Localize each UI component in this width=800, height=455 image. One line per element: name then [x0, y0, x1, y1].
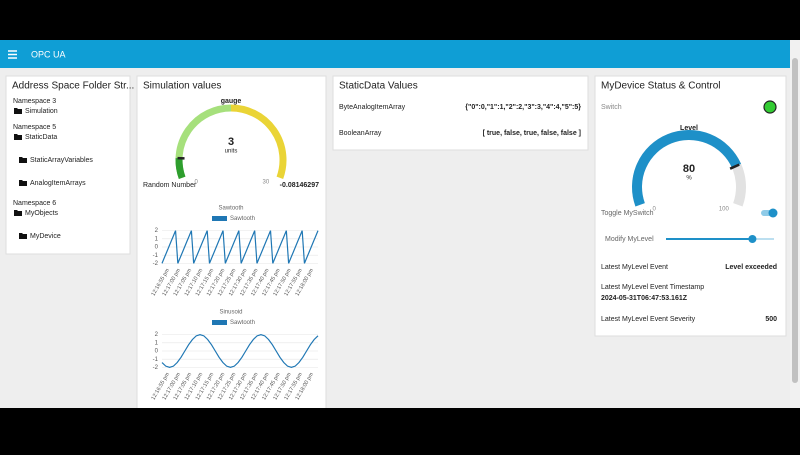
event-value: 500 [765, 316, 777, 323]
legend-swatch [212, 216, 227, 221]
slider-knob[interactable] [748, 235, 756, 243]
namespace-label: Namespace 6 [13, 200, 56, 207]
gauge-value-label: 3 [228, 136, 234, 148]
gauge-label: gauge [221, 98, 242, 105]
y-tick-label: -2 [153, 261, 159, 267]
row-label: ByteAnalogItemArray [339, 104, 406, 111]
namespace-label: Namespace 3 [13, 98, 56, 105]
row-label: BooleanArray [339, 130, 382, 137]
legend-label: Sawtooth [230, 320, 255, 326]
scrollbar-thumb[interactable] [792, 58, 798, 383]
y-tick-label: -1 [153, 253, 159, 259]
folder-label[interactable]: StaticData [25, 134, 57, 141]
event-label: Latest MyLevel Event Severity [601, 316, 696, 323]
folder-label[interactable]: MyDevice [30, 233, 61, 240]
namespace-label: Namespace 5 [13, 124, 56, 131]
event-label: Latest MyLevel Event Timestamp [601, 284, 704, 291]
event-value: 2024-05-31T06:47:53.161Z [601, 295, 688, 302]
random-value: -0.08146297 [280, 182, 319, 189]
legend-swatch [212, 320, 227, 325]
folder-label[interactable]: Simulation [25, 108, 58, 115]
card-title: Address Space Folder Str... [12, 81, 134, 92]
folder-label[interactable]: MyObjects [25, 210, 59, 217]
led [764, 101, 776, 113]
switch-label: Switch [601, 104, 622, 111]
gauge-units: units [225, 149, 238, 155]
row-value: [ true, false, true, false, false ] [483, 130, 581, 137]
y-tick-label: -1 [153, 357, 159, 363]
random-label: Random Number [143, 182, 197, 189]
legend-label: Sawtooth [230, 216, 255, 222]
event-label: Latest MyLevel Event [601, 264, 668, 271]
header-title: OPC UA [31, 49, 66, 59]
card-title: Simulation values [143, 81, 221, 92]
folder-label[interactable]: StaticArrayVariables [30, 157, 93, 164]
top-band [0, 0, 800, 40]
gauge-max: 100 [719, 206, 730, 212]
slider-label: Modify MyLevel [605, 236, 654, 243]
event-value: Level exceeded [725, 264, 777, 271]
gauge-value-label: 80 [683, 163, 695, 175]
gauge-value [179, 158, 182, 178]
toggle-label: Toggle MySwitch [601, 210, 654, 217]
card-title: MyDevice Status & Control [601, 81, 721, 92]
y-tick-label: -2 [153, 365, 159, 371]
gauge-units: % [686, 176, 692, 182]
gauge-label: Level [680, 125, 698, 132]
card-title: StaticData Values [339, 81, 418, 92]
chart-title: Sinusoid [219, 310, 242, 316]
toggle-knob[interactable] [769, 209, 778, 218]
folder-label[interactable]: AnalogItemArrays [30, 180, 86, 187]
bottom-band [0, 408, 800, 450]
row-value: {"0":0,"1":1,"2":2,"3":3,"4":4,"5":5} [465, 104, 581, 111]
header-bar [0, 40, 800, 68]
chart-title: Sawtooth [218, 206, 243, 212]
gauge-max: 30 [263, 179, 270, 185]
